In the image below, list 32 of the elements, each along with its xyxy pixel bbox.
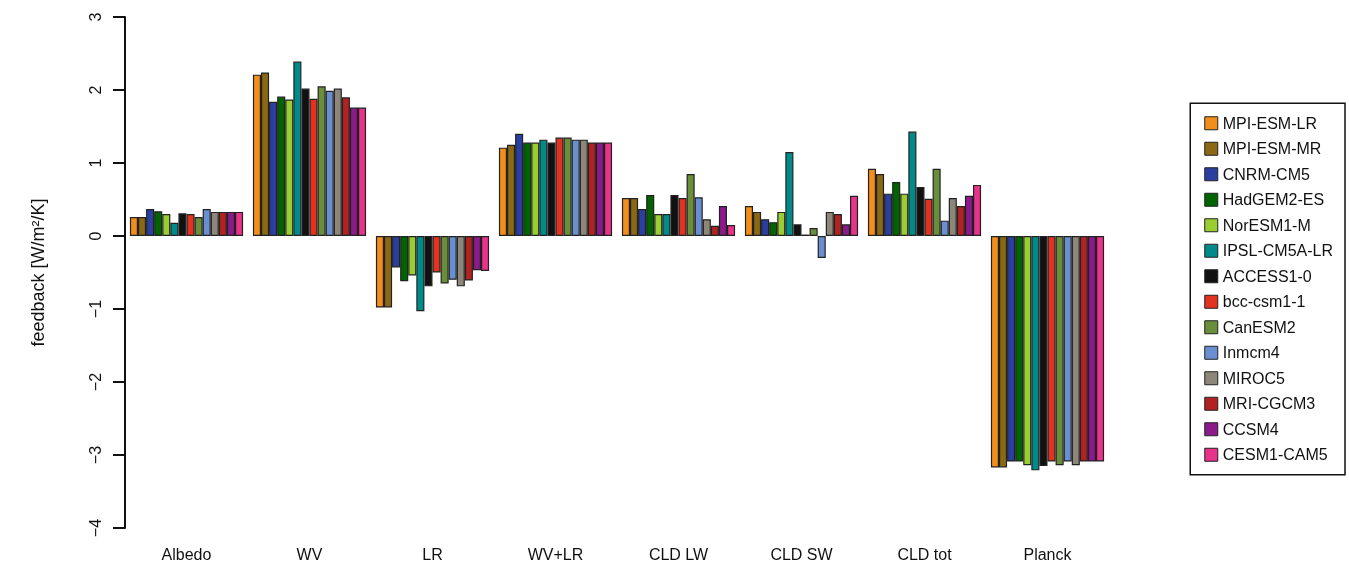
x-tick-label: Albedo	[161, 545, 212, 563]
bar	[817, 236, 826, 258]
legend-label: bcc-csm1-1	[1222, 293, 1306, 311]
y-tick-label: 0	[86, 231, 104, 241]
y-tick-label: −1	[86, 299, 104, 319]
x-tick-label: LR	[422, 545, 443, 563]
legend-label: NorESM1-M	[1222, 216, 1311, 234]
legend-label: MRI-CGCM3	[1222, 395, 1316, 413]
x-tick-label: CLD LW	[648, 545, 710, 563]
legend-label: MPI-ESM-MR	[1222, 140, 1322, 158]
legend-label: MPI-ESM-LR	[1222, 114, 1317, 132]
y-axis-title: feedback [W/m²/K]	[28, 198, 48, 347]
x-tick-label: CLD SW	[770, 545, 834, 563]
legend-label: CESM1-CAM5	[1222, 446, 1328, 464]
x-tick-label: CLD tot	[897, 545, 953, 563]
y-tick-label: −3	[86, 445, 104, 465]
legend-label: CanESM2	[1222, 318, 1296, 336]
y-tick-label: −2	[86, 372, 104, 392]
x-tick-label: Planck	[1023, 545, 1073, 563]
y-tick-label: 1	[86, 158, 104, 168]
legend-label: ACCESS1-0	[1222, 267, 1312, 285]
legend-label: CCSM4	[1222, 420, 1279, 438]
legend-label: CNRM-CM5	[1222, 165, 1310, 183]
legend-label: HadGEM2-ES	[1222, 191, 1325, 209]
y-tick-label: 3	[86, 12, 104, 22]
legend-label: IPSL-CM5A-LR	[1222, 242, 1333, 260]
legend-label: Inmcm4	[1222, 344, 1280, 362]
y-tick-label: 2	[86, 85, 104, 95]
y-tick-label: −4	[86, 518, 104, 538]
legend-label: MIROC5	[1222, 369, 1286, 387]
x-tick-label: WV+LR	[527, 545, 584, 563]
x-tick-label: WV	[296, 545, 323, 563]
